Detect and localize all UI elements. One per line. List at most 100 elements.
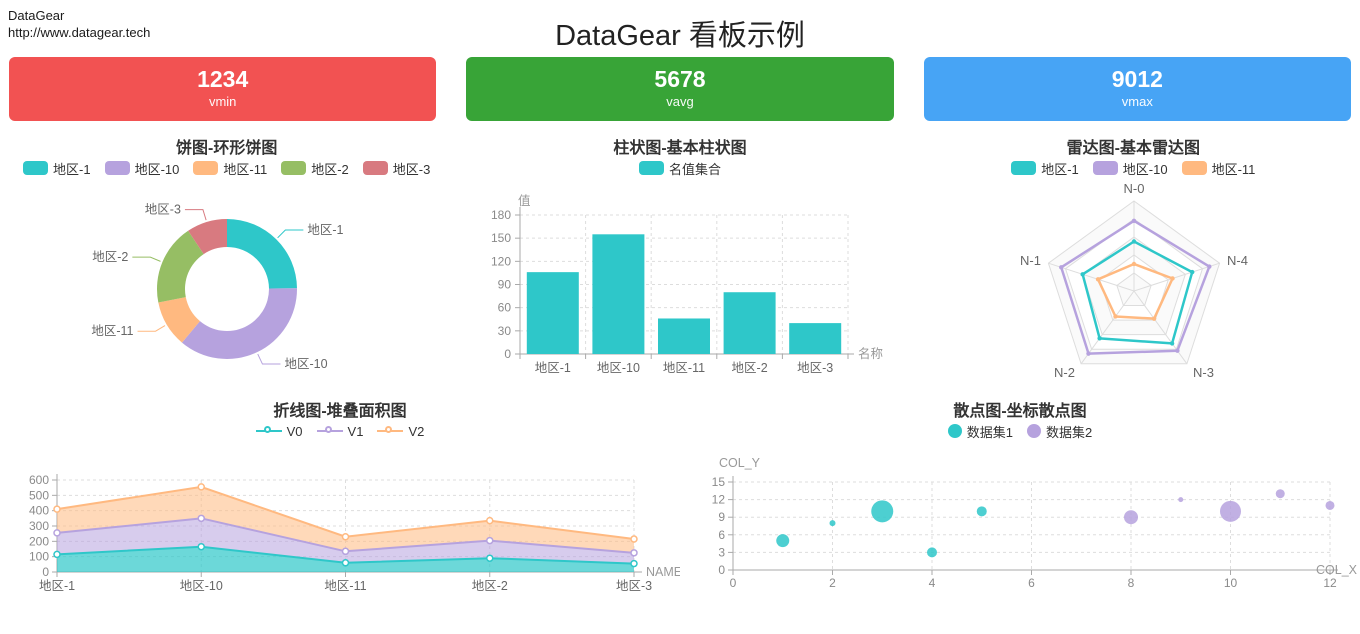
radar-series-地区-11[interactable] [1096,262,1174,320]
axis-text: 300 [29,519,49,533]
legend-item-V2[interactable]: V2 [377,424,424,439]
pie-slice-地区-3[interactable] [188,219,227,255]
bar-chart-canvas[interactable]: 0 30 60 90 120 150 180 地区-1 地区-10 地区-11 地区-2 地区-3 值名… [453,179,906,384]
scatter-point-数据集1[interactable] [776,534,790,548]
pie-slice-label: 地区-2 [92,250,128,264]
pie-slice-地区-2[interactable] [157,230,204,303]
scatter-point-数据集2[interactable] [1275,489,1285,499]
pie-slice-地区-1[interactable] [227,219,297,289]
area-point[interactable] [630,559,638,568]
legend-item-地区-11[interactable]: 地区-11 [1181,159,1256,178]
pie-slice-label: 地区-11 [91,324,133,338]
legend-label: 地区-10 [1122,161,1168,177]
scatter-point-数据集1[interactable] [927,547,937,558]
legend-item-数据集2[interactable]: 数据集2 [1027,422,1092,441]
radar-axis-label-N-4: N-4 [1227,253,1248,268]
legend-item-地区-1[interactable]: 地区-1 [1011,159,1079,178]
axis-text: 地区-2 [732,361,768,375]
pie-chart-canvas[interactable]: 地区-1 地区-10 地区-11 地区-2 地区-3 [0,179,453,384]
bar-series[interactable] [527,234,842,354]
area-band-V0[interactable] [57,546,634,572]
area-point[interactable] [341,532,350,541]
area-point[interactable] [53,529,61,537]
legend-item-地区-1[interactable]: 地区-1 [23,159,91,178]
pie-slice-label: 地区-3 [145,203,181,217]
legend-item-地区-10[interactable]: 地区-10 [1092,159,1168,178]
area-point[interactable] [53,505,61,513]
area-point[interactable] [197,483,205,491]
area-band-V2[interactable] [57,486,634,553]
area-point[interactable] [486,516,494,525]
axis-text: 400 [29,504,49,518]
legend-item-V0[interactable]: V0 [255,424,303,439]
area-point[interactable] [197,514,205,523]
axis-text: 200 [29,534,49,548]
axis-text: 90 [498,278,512,292]
metric-label: vmax [1121,94,1153,109]
legend-item-数据集1[interactable]: 数据集1 [947,422,1013,441]
pie-slice-地区-11[interactable] [158,297,200,343]
area-point[interactable] [486,536,494,545]
radar-chart-legend: 地区-1 地区-10 地区-11 [907,157,1360,179]
radar-series-地区-10[interactable] [1059,219,1211,355]
legend-item-地区-11[interactable]: 地区-11 [193,159,267,178]
legend-item-地区-3[interactable]: 地区-3 [362,159,430,178]
radar-chart-canvas[interactable]: N-0 N-4 N-3 N-2 N-1 [907,179,1360,384]
metric-value: 9012 [1111,66,1163,92]
legend-label: 地区-11 [1211,161,1256,177]
legend-item-名值集合[interactable]: 名值集合 [638,159,721,178]
scatter-point-数据集1[interactable] [829,520,836,527]
scatter-point-数据集2[interactable] [1220,500,1241,522]
bar-地区-2[interactable] [723,292,776,354]
area-point[interactable] [630,549,638,557]
bar-地区-1[interactable] [527,272,580,354]
radar-axis-label-N-2: N-2 [1054,365,1075,380]
radar-point [1085,351,1091,356]
axis-text: NAME [646,565,680,579]
scatter-point-数据集2[interactable] [1325,500,1335,510]
area-point[interactable] [486,554,494,562]
scatter-point-数据集1[interactable] [871,500,894,523]
axis-text: 地区-1 [39,579,75,593]
axis-text: 180 [491,208,511,222]
axis-text: 10 [1224,576,1238,590]
scatter-point-数据集1[interactable] [976,506,987,517]
legend-item-地区-10[interactable]: 地区-10 [104,159,179,178]
scatter-series[interactable] [776,489,1335,558]
pie-donut[interactable]: 地区-1 地区-10 地区-11 地区-2 地区-3 [91,203,343,371]
legend-item-地区-2[interactable]: 地区-2 [281,159,349,178]
scatter-point-数据集2[interactable] [1124,510,1138,525]
bar-chart-panel: 柱状图-基本柱状图 名值集合 0 30 60 90 120 150 180 地区-1 地区-10… [453,121,906,384]
scatter-chart-legend: 数据集1 数据集2 [680,420,1360,442]
area-point[interactable] [630,535,638,543]
scatter-chart-canvas[interactable]: 0 3 6 9 12 15 0 2 4 6 8 10 12 COL_Y COL_X [680,442,1360,631]
axis-text: 150 [491,231,511,245]
legend-label: 地区-2 [311,161,349,177]
area-point[interactable] [197,542,205,551]
area-series[interactable] [53,483,638,572]
legend-item-V1[interactable]: V1 [316,424,363,439]
bar-地区-10[interactable] [592,234,645,354]
axis-text: 8 [1128,576,1135,590]
pie-label-line [184,209,207,221]
pie-label-line [132,256,161,262]
area-point[interactable] [341,559,350,567]
area-point[interactable] [341,547,350,556]
bar-地区-11[interactable] [658,318,711,354]
metric-value: 5678 [654,66,706,92]
scatter-point-数据集2[interactable] [1178,497,1184,503]
radar-series[interactable] [1058,218,1212,356]
legend-swatch-roundRect-icon [638,161,664,175]
pie-slice-地区-10[interactable] [181,288,297,359]
radar-point [1080,272,1085,277]
bar-地区-3[interactable] [789,323,842,354]
axis-text: 值 [518,193,531,208]
area-point[interactable] [53,550,61,559]
axis-text: 0 [505,347,512,361]
axis-text: 地区-11 [324,579,366,593]
axis-text: 9 [718,510,725,524]
area-band-V1[interactable] [57,518,634,564]
legend-label: 数据集2 [1046,424,1093,440]
radar-series-地区-1[interactable] [1081,240,1194,345]
